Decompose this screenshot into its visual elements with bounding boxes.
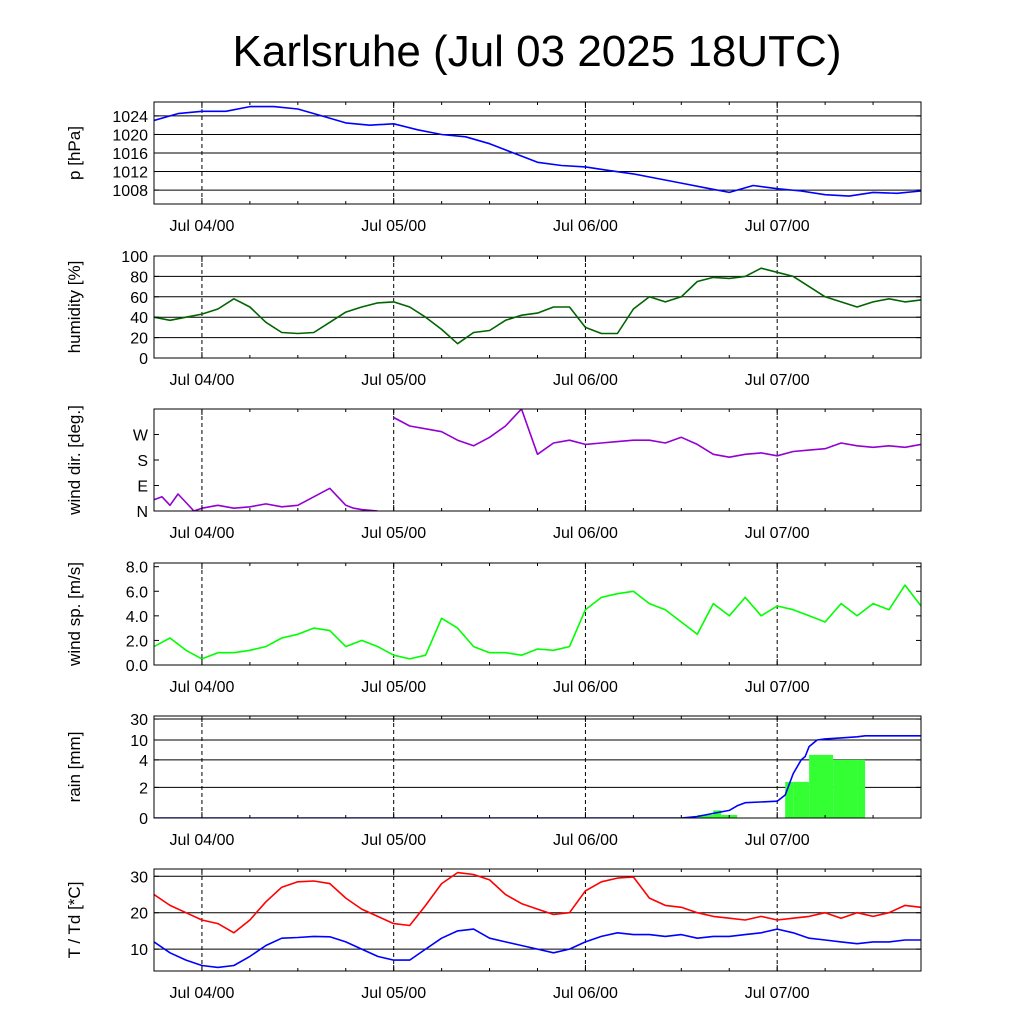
- y-tick-label: 1016: [112, 146, 148, 163]
- series-wind_speed: [154, 584, 921, 660]
- x-tick-label: Jul 04/00: [169, 372, 234, 389]
- series-pressure: [154, 105, 921, 197]
- y-axis-label: wind sp. [m/s]: [65, 562, 84, 667]
- x-tick-label: Jul 04/00: [169, 218, 234, 235]
- x-tick-label: Jul 05/00: [361, 218, 426, 235]
- x-tick-label: Jul 05/00: [361, 985, 426, 1002]
- x-tick-label: Jul 06/00: [553, 679, 618, 696]
- rain-bar: [857, 759, 866, 818]
- y-axis-label: wind dir. [deg.]: [65, 405, 84, 516]
- y-axis-label: rain [mm]: [65, 732, 84, 803]
- x-tick-label: Jul 06/00: [553, 985, 618, 1002]
- y-axis-label: T / Td [*C]: [65, 882, 84, 959]
- x-tick-label: Jul 06/00: [553, 218, 618, 235]
- y-tick-label: 2: [139, 780, 148, 797]
- y-tick-label: 0: [139, 811, 148, 828]
- y-tick-label: 30: [130, 712, 148, 729]
- y-tick-label: 1020: [112, 127, 148, 144]
- rain-bar: [833, 759, 858, 818]
- panel-frame: [153, 408, 922, 512]
- series-group: [154, 267, 921, 345]
- rain-bar: [785, 781, 794, 818]
- x-tick-label: Jul 04/00: [169, 679, 234, 696]
- y-tick-label: 8.0: [126, 560, 148, 577]
- x-tick-label: Jul 07/00: [745, 372, 810, 389]
- y-tick-label: 0: [139, 351, 148, 368]
- chart-title: Karlsruhe (Jul 03 2025 18UTC): [233, 27, 842, 76]
- panel-frame: [153, 868, 922, 972]
- y-tick-label: 4: [139, 753, 148, 770]
- rain-bar: [809, 754, 834, 818]
- x-tick-label: Jul 07/00: [745, 525, 810, 542]
- series-group: [154, 871, 921, 969]
- x-tick-label: Jul 06/00: [553, 372, 618, 389]
- y-tick-label: 1008: [112, 183, 148, 200]
- x-tick-label: Jul 05/00: [361, 525, 426, 542]
- panel-humidity: 100 80 60 40 20 0 humidity [%] Jul 04/00 Jul 05/…: [65, 249, 922, 389]
- y-tick-label: N: [136, 504, 148, 521]
- rain-bar: [697, 814, 714, 818]
- x-tick-label: Jul 07/00: [745, 679, 810, 696]
- x-tick-label: Jul 05/00: [361, 372, 426, 389]
- y-tick-label: 1024: [112, 109, 148, 126]
- y-tick-label: 1012: [112, 165, 148, 182]
- y-tick-label: S: [137, 453, 148, 470]
- y-tick-label: 40: [130, 310, 148, 327]
- panel-wind_speed: 8.0 6.0 4.0 2.0 0.0 wind sp. [m/s] Jul 04/00 Ju…: [65, 560, 922, 696]
- y-tick-label: 0.0: [126, 658, 148, 675]
- x-tick-label: Jul 05/00: [361, 832, 426, 849]
- panel-rain: 30 10 4 2 0 rain [mm] Jul 04/00 Jul 05/00 Jul 06…: [65, 712, 922, 849]
- panel-temperature: 30 20 10 T / Td [*C] Jul 04/00 Jul 05/00 Jul 0…: [65, 868, 922, 1002]
- series-dewpoint: [154, 928, 921, 969]
- y-tick-label: 10: [130, 733, 148, 750]
- rain-bar: [713, 810, 722, 818]
- y-tick-label: 2.0: [126, 633, 148, 650]
- y-tick-label: 10: [130, 942, 148, 959]
- y-axis-label: p [hPa]: [65, 126, 84, 180]
- y-tick-label: W: [133, 428, 149, 445]
- x-tick-label: Jul 04/00: [169, 832, 234, 849]
- series-group: [154, 409, 921, 511]
- y-tick-label: 20: [130, 331, 148, 348]
- series-group: [154, 735, 921, 818]
- series-group: [154, 105, 921, 197]
- y-axis-label: humidity [%]: [65, 261, 84, 354]
- x-tick-label: Jul 07/00: [745, 218, 810, 235]
- series-wind_dir: [154, 409, 921, 511]
- panel-frame: [153, 255, 922, 359]
- x-tick-label: Jul 07/00: [745, 985, 810, 1002]
- y-tick-label: 4.0: [126, 609, 148, 626]
- x-tick-label: Jul 04/00: [169, 525, 234, 542]
- x-tick-label: Jul 05/00: [361, 679, 426, 696]
- series-rain_cum: [154, 735, 921, 818]
- series-group: [154, 584, 921, 660]
- series-humidity: [154, 267, 921, 345]
- y-tick-label: 20: [130, 906, 148, 923]
- y-tick-label: 80: [130, 269, 148, 286]
- y-tick-label: 6.0: [126, 584, 148, 601]
- rain-bar: [793, 781, 810, 818]
- x-tick-label: Jul 07/00: [745, 832, 810, 849]
- y-tick-label: 60: [130, 290, 148, 307]
- x-tick-label: Jul 06/00: [553, 525, 618, 542]
- series-temperature: [154, 871, 921, 934]
- x-tick-label: Jul 06/00: [553, 832, 618, 849]
- y-tick-label: E: [137, 479, 148, 496]
- y-tick-label: 100: [121, 249, 148, 266]
- y-tick-label: 30: [130, 869, 148, 886]
- x-tick-label: Jul 04/00: [169, 985, 234, 1002]
